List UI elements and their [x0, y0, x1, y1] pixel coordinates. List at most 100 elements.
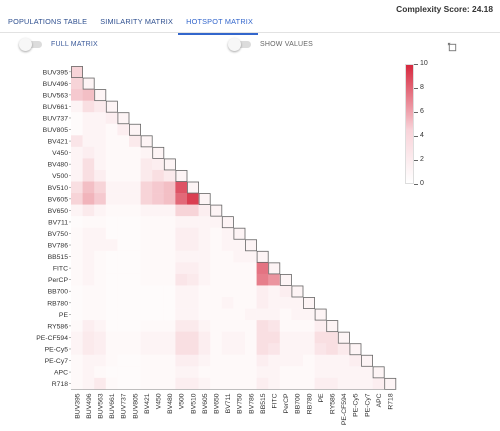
heatmap-cell	[117, 297, 130, 309]
heatmap-cell	[105, 158, 118, 171]
heatmap-cell	[71, 239, 83, 252]
heatmap-cell	[210, 366, 223, 379]
heatmap-cell	[129, 239, 141, 252]
heatmap-cell	[117, 158, 130, 171]
heatmap-cell	[175, 343, 188, 356]
heatmap-cell	[94, 123, 107, 136]
colorbar-tick	[414, 160, 418, 161]
heatmap-cell	[233, 366, 246, 379]
heatmap-cell	[326, 320, 339, 332]
heatmap-cell	[94, 331, 107, 344]
heatmap-cell	[117, 135, 130, 148]
heatmap-cell	[210, 377, 223, 390]
y-axis-tick-label: PE-Cy7	[45, 358, 69, 365]
heatmap-cell	[152, 158, 165, 171]
heatmap-cell	[117, 273, 130, 286]
heatmap-cell	[175, 262, 188, 275]
heatmap-cell	[94, 239, 107, 252]
heatmap-cell	[71, 66, 83, 78]
heatmap-cell	[163, 216, 176, 228]
heatmap-cell	[175, 239, 188, 252]
full-matrix-label: FULL MATRIX	[51, 41, 98, 48]
heatmap-cell	[221, 343, 234, 356]
heatmap-cell	[314, 343, 327, 356]
heatmap-cell	[129, 285, 141, 298]
heatmap-cell	[337, 366, 350, 379]
show-values-switch[interactable]	[228, 38, 251, 51]
y-axis-tick-label: PE-Cy5	[45, 346, 69, 353]
heatmap-cell	[245, 377, 257, 390]
heatmap-cell	[303, 297, 315, 309]
heatmap-x-labels: BUV395 BUV496 BUV563 BUV661 BUV737 BUV805 BV42…	[71, 389, 396, 425]
heatmap-cell	[140, 377, 153, 390]
heatmap-cell	[105, 181, 118, 194]
show-values-toggle[interactable]: SHOW VALUES	[228, 38, 313, 51]
heatmap-cell	[337, 331, 350, 344]
heatmap-cell	[117, 320, 130, 332]
full-matrix-toggle[interactable]: FULL MATRIX	[19, 38, 98, 51]
heatmap-cell	[129, 204, 141, 217]
y-axis-tick-label: V450	[52, 150, 68, 157]
y-axis-tick-label: RB780	[47, 300, 68, 307]
heatmap-cell	[71, 123, 83, 136]
heatmap-cell	[129, 193, 141, 205]
heatmap-cell	[129, 308, 141, 321]
heatmap-cell	[129, 135, 141, 148]
heatmap-cell	[105, 250, 118, 263]
heatmap-cell	[210, 297, 223, 309]
heatmap-cell	[233, 343, 246, 356]
heatmap-cell	[221, 297, 234, 309]
heatmap-cell	[268, 320, 281, 332]
heatmap-cell	[175, 204, 188, 217]
full-matrix-switch[interactable]	[19, 38, 42, 51]
x-axis-tick-label: RB780	[306, 393, 313, 414]
y-axis-tick-label: BB515	[48, 254, 69, 261]
x-axis-tick-label: R718	[388, 393, 395, 409]
heatmap-cell	[105, 331, 118, 344]
y-axis-tick-label: BUV737	[43, 115, 69, 122]
heatmap-cell	[71, 158, 83, 171]
tab-populations-table[interactable]: POPULATIONS TABLE	[8, 17, 88, 26]
heatmap-cell	[129, 169, 141, 182]
heatmap-cell	[163, 354, 176, 367]
heatmap-cell	[187, 331, 199, 344]
heatmap-cell	[140, 204, 153, 217]
tab-similarity-matrix[interactable]: SIMILARITY MATRIX	[100, 17, 174, 26]
heatmap-cell	[279, 285, 292, 298]
refresh-icon[interactable]	[447, 42, 458, 53]
heatmap-cell	[233, 262, 246, 275]
y-axis-tick-label: RY586	[47, 323, 68, 330]
heatmap-cell	[303, 377, 315, 390]
heatmap-cell	[71, 216, 83, 228]
heatmap-cell	[279, 273, 292, 286]
heatmap-cell	[291, 285, 304, 298]
heatmap-cell	[221, 250, 234, 263]
x-axis-tick-label: BB700	[295, 393, 302, 414]
heatmap-cell	[71, 146, 83, 159]
heatmap-cell	[337, 343, 350, 356]
heatmap-cell	[82, 308, 95, 321]
heatmap-cell	[117, 331, 130, 344]
heatmap-cell	[117, 308, 130, 321]
heatmap-cell	[314, 308, 327, 321]
heatmap-cell	[163, 239, 176, 252]
x-axis-tick-label: PE	[318, 393, 325, 403]
heatmap-cell	[268, 331, 281, 344]
x-axis-tick-label: PE-Cy7	[364, 393, 371, 417]
x-axis-tick-label: FITC	[272, 393, 279, 408]
tab-hotspot-matrix[interactable]: HOTSPOT MATRIX	[178, 11, 259, 35]
heatmap-cell	[82, 123, 95, 136]
heatmap-cell	[256, 250, 269, 263]
heatmap-cell	[152, 377, 165, 390]
heatmap-cell	[221, 273, 234, 286]
heatmap-cell	[303, 331, 315, 344]
colorbar-tick	[414, 88, 418, 89]
heatmap-cell	[268, 273, 281, 286]
heatmap-cell	[117, 193, 130, 205]
heatmap-cell	[245, 366, 257, 379]
x-axis-tick-label: BV650	[214, 393, 221, 414]
heatmap-cell	[245, 308, 257, 321]
heatmap-cell	[268, 285, 281, 298]
heatmap-cell	[94, 112, 107, 125]
heatmap-cell	[117, 250, 130, 263]
